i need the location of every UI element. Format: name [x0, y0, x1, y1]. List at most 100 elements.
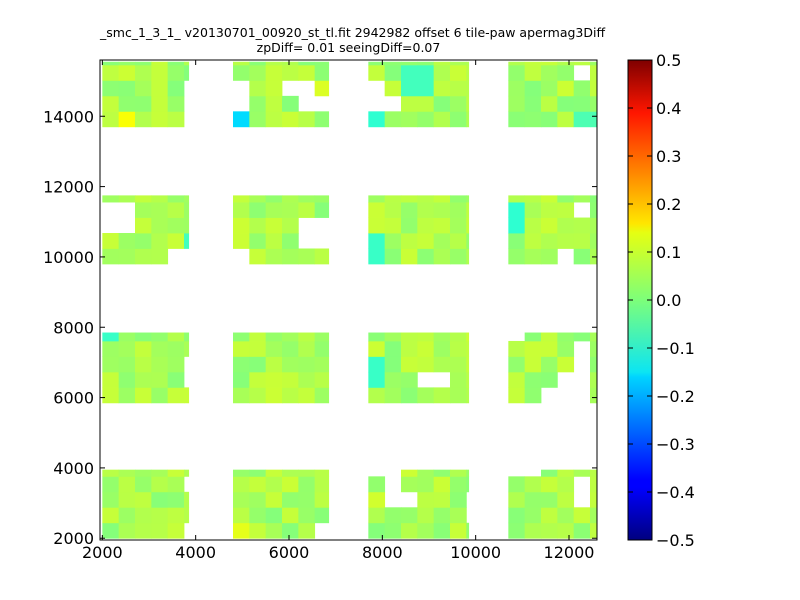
plot-frame: [99, 59, 598, 541]
heatmap-cell: [118, 371, 136, 388]
heatmap-cell: [249, 61, 267, 66]
heatmap-cell: [282, 64, 299, 81]
heatmap-cell: [401, 371, 418, 388]
heatmap-cell: [466, 202, 470, 218]
heatmap-cell: [282, 61, 299, 66]
heatmap-cell: [466, 332, 470, 342]
heatmap-cell: [384, 80, 402, 97]
heatmap-cell: [508, 61, 526, 66]
heatmap-cell: [118, 95, 136, 112]
heatmap-cell: [508, 64, 526, 81]
heatmap-cell: [433, 64, 451, 81]
heatmap-cell: [298, 248, 316, 265]
heatmap-cell: [401, 64, 418, 81]
heatmap-cell: [541, 217, 558, 234]
heatmap-cell: [102, 469, 120, 477]
heatmap-cell: [368, 202, 386, 218]
heatmap-cell: [184, 507, 190, 524]
heatmap-cell: [541, 202, 558, 218]
heatmap-cell: [102, 356, 120, 373]
heatmap-cell: [167, 340, 185, 357]
heatmap-cell: [508, 195, 526, 203]
heatmap-cell: [151, 202, 169, 218]
x-tick-label: 10000: [450, 543, 501, 562]
heatmap-cell: [135, 476, 152, 493]
heatmap-cell: [249, 195, 267, 203]
heatmap-cell: [433, 80, 451, 97]
heatmap-cell: [282, 522, 299, 539]
heatmap-cell: [466, 217, 470, 234]
heatmap-cell: [102, 64, 120, 81]
heatmap-cell: [557, 233, 575, 249]
heatmap-cell: [466, 64, 470, 81]
heatmap-cell: [135, 202, 152, 218]
heatmap-cell: [541, 476, 558, 493]
y-axis: 2000 4000 6000 8000 10000 12000 14000: [43, 107, 597, 548]
heatmap-cell: [557, 469, 575, 477]
heatmap-cell: [450, 61, 467, 66]
heatmap-cell: [167, 217, 185, 234]
heatmap-cell: [417, 111, 435, 128]
heatmap-cell: [541, 469, 558, 477]
heatmap-cell: [450, 64, 467, 81]
heatmap-cell: [384, 332, 402, 342]
heatmap-cell: [450, 248, 467, 265]
heatmap-cell: [524, 340, 542, 357]
heatmap-cell: [573, 248, 591, 265]
heatmap-cell: [314, 469, 330, 477]
heatmap-cell: [368, 111, 386, 128]
heatmap-cell: [590, 387, 597, 404]
heatmap-cell: [433, 507, 451, 524]
heatmap-cell: [314, 387, 330, 404]
heatmap-cell: [151, 356, 169, 373]
heatmap-cell: [135, 507, 152, 524]
heatmap-cell: [508, 371, 526, 388]
heatmap-cell: [167, 507, 185, 524]
heatmap-cell: [233, 202, 250, 218]
heatmap-cell: [151, 387, 169, 404]
heatmap-cell: [590, 491, 597, 508]
heatmap-cell: [167, 491, 185, 508]
heatmap-cell: [102, 61, 120, 66]
heatmap-cell: [433, 233, 451, 249]
heatmap-cell: [466, 387, 470, 404]
heatmap-cell: [102, 80, 120, 97]
heatmap-cell: [401, 95, 418, 112]
heatmap-cell: [450, 195, 467, 203]
heatmap-cell: [433, 332, 451, 342]
heatmap-cell: [102, 95, 120, 112]
heatmap-cell: [573, 522, 591, 539]
heatmap-cell: [118, 195, 136, 203]
heatmap-cell: [417, 61, 435, 66]
heatmap-cell: [282, 356, 299, 373]
heatmap-cell: [590, 64, 597, 81]
heatmap-cell: [450, 469, 467, 477]
heatmap-cells: [102, 61, 597, 539]
heatmap-cell: [184, 387, 190, 404]
heatmap-cell: [368, 476, 386, 493]
heatmap-cell: [118, 61, 136, 66]
x-tick-label: 2000: [82, 543, 123, 562]
heatmap-cell: [233, 387, 250, 404]
heatmap-cell: [524, 195, 542, 203]
heatmap-cell: [102, 491, 120, 508]
y-tick-label: 4000: [53, 459, 94, 478]
heatmap-cell: [368, 217, 386, 234]
heatmap-cell: [384, 356, 402, 373]
heatmap-cell: [417, 64, 435, 81]
heatmap-cell: [282, 491, 299, 508]
heatmap-cell: [541, 111, 558, 128]
colorbar-tick-label: −0.5: [656, 531, 695, 550]
heatmap-cell: [508, 476, 526, 493]
heatmap-cell: [298, 387, 316, 404]
heatmap-cell: [249, 522, 267, 539]
heatmap-cell: [118, 507, 136, 524]
heatmap-cell: [184, 61, 190, 66]
heatmap-cell: [282, 469, 299, 477]
heatmap-cell: [573, 61, 591, 66]
heatmap-cell: [314, 80, 330, 97]
heatmap-cell: [573, 95, 591, 112]
heatmap-cell: [433, 476, 451, 493]
heatmap-cell: [265, 217, 283, 234]
heatmap-cell: [466, 248, 470, 265]
